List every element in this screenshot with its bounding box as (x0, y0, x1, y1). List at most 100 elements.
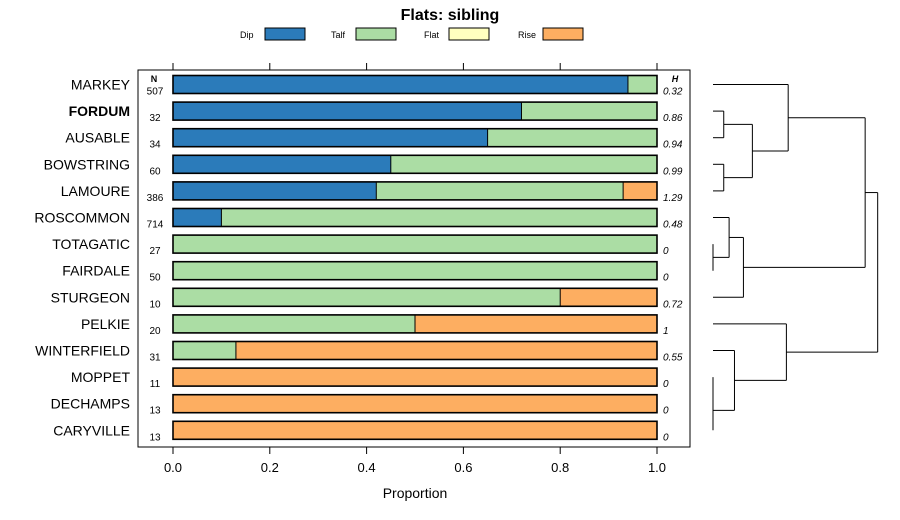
bar-outline (172, 340, 658, 361)
bar-row-winterfield (172, 340, 658, 361)
bar-row-roscommon (172, 207, 658, 228)
plot-frame (137, 69, 691, 448)
bar-row-lamoure (172, 181, 658, 201)
n-value: 50 (149, 273, 161, 284)
n-value: 32 (149, 113, 161, 124)
h-value: 0 (663, 432, 669, 443)
x-tick-label: 0.8 (551, 460, 569, 475)
n-value: 31 (149, 353, 161, 364)
row-label-roscommon: ROSCOMMON (34, 210, 130, 226)
dendrogram (712, 84, 879, 431)
n-value: 11 (150, 379, 161, 390)
x-tick-label: 0.0 (164, 460, 182, 475)
n-value: 10 (149, 299, 161, 310)
row-label-totagatic: TOTAGATIC (52, 236, 130, 252)
n-value: 27 (149, 246, 161, 257)
row-label-sturgeon: STURGEON (51, 289, 130, 305)
x-tick-label: 0.6 (454, 460, 472, 475)
bar-row-fordum (172, 101, 658, 121)
h-value: 1 (663, 326, 669, 337)
bar-segment-dip (173, 155, 391, 174)
n-value: 60 (149, 166, 161, 177)
row-label-bowstring: BOWSTRING (44, 156, 130, 172)
bar-segment-rise (173, 421, 657, 440)
bar-outline (172, 101, 658, 121)
bar-row-markey (172, 74, 658, 95)
x-tick-label: 1.0 (648, 460, 666, 475)
h-value: 0 (663, 379, 669, 390)
legend-swatch-dip (264, 27, 306, 41)
n-value: 386 (147, 193, 164, 204)
bar-segment-talf (173, 341, 236, 360)
h-labels: 0.32 0.86 0.94 0.99 1.29 0.48 0 0 0.72 1 0.55 0 0 0 (663, 87, 683, 444)
h-value: 0.99 (663, 166, 683, 177)
n-header: N (151, 74, 158, 84)
bar-segment-talf (390, 155, 657, 174)
row-label-pelkie: PELKIE (81, 316, 130, 332)
bar-row-bowstring (172, 154, 658, 175)
n-value: 34 (149, 140, 161, 151)
bar-segment-rise (623, 181, 657, 200)
h-value: 0 (663, 246, 669, 257)
h-value: 0.86 (663, 113, 683, 124)
bar-segment-rise (235, 341, 658, 360)
bar-row-ausable (172, 127, 658, 148)
bar-segment-talf (376, 181, 624, 200)
bar-outline (172, 420, 658, 441)
legend-label-talf: Talf (331, 30, 346, 40)
bar-outline (172, 74, 658, 95)
bar-segment-dip (173, 75, 628, 94)
legend-swatch-rise (542, 27, 584, 41)
legend-label-dip: Dip (240, 30, 254, 40)
bar-segment-talf (487, 128, 657, 147)
x-tick-label: 0.4 (358, 460, 376, 475)
bar-outline (172, 181, 658, 201)
row-label-fordum: FORDUM (69, 103, 130, 119)
row-label-winterfield: WINTERFIELD (35, 343, 130, 359)
n-value: 13 (149, 432, 161, 443)
bar-outline (172, 314, 658, 334)
bar-segment-rise (415, 314, 657, 333)
bar-outline (172, 287, 658, 308)
legend: Dip Talf Flat Rise (240, 27, 584, 41)
h-value: 0.48 (663, 220, 683, 231)
bar-segment-talf (173, 261, 657, 280)
bar-row-fairdale (172, 260, 658, 281)
h-value: 0.32 (663, 87, 683, 98)
legend-swatch-flat (448, 27, 490, 41)
h-value: 0 (663, 406, 669, 417)
row-label-caryville: CARYVILLE (53, 422, 130, 438)
x-tick-label: 0.2 (261, 460, 279, 475)
bar-segment-dip (173, 181, 377, 200)
bar-row-dechamps (172, 393, 658, 414)
h-header: H (672, 74, 679, 84)
h-value: 0.94 (663, 140, 683, 151)
n-value: 13 (149, 406, 161, 417)
bar-segment-talf (221, 208, 657, 227)
chart-title: Flats: sibling (401, 7, 500, 24)
bar-outline (172, 154, 658, 175)
bar-row-pelkie (172, 314, 658, 334)
row-label-fairdale: FAIRDALE (62, 263, 130, 279)
bar-segment-dip (173, 102, 522, 121)
bar-segment-rise (173, 368, 657, 387)
row-label-dechamps: DECHAMPS (51, 396, 130, 412)
bar-segment-dip (173, 128, 488, 147)
bar-row-caryville (172, 420, 658, 441)
bar-segment-rise (173, 394, 657, 413)
row-labels: MARKEY FORDUM AUSABLE BOWSTRING LAMOURE ROSCO… (34, 77, 130, 439)
bar-row-sturgeon (172, 287, 658, 308)
bar-outline (172, 234, 658, 254)
legend-label-flat: Flat (424, 30, 440, 40)
h-value: 0 (663, 273, 669, 284)
bar-outline (172, 260, 658, 281)
bar-outline (172, 127, 658, 148)
top-axis-ticks (172, 63, 658, 70)
legend-label-rise: Rise (518, 30, 536, 40)
bar-outline (172, 393, 658, 414)
bar-segment-talf (521, 102, 657, 121)
bar-segment-talf (627, 75, 657, 94)
n-value: 714 (147, 220, 164, 231)
row-label-markey: MARKEY (71, 77, 131, 93)
